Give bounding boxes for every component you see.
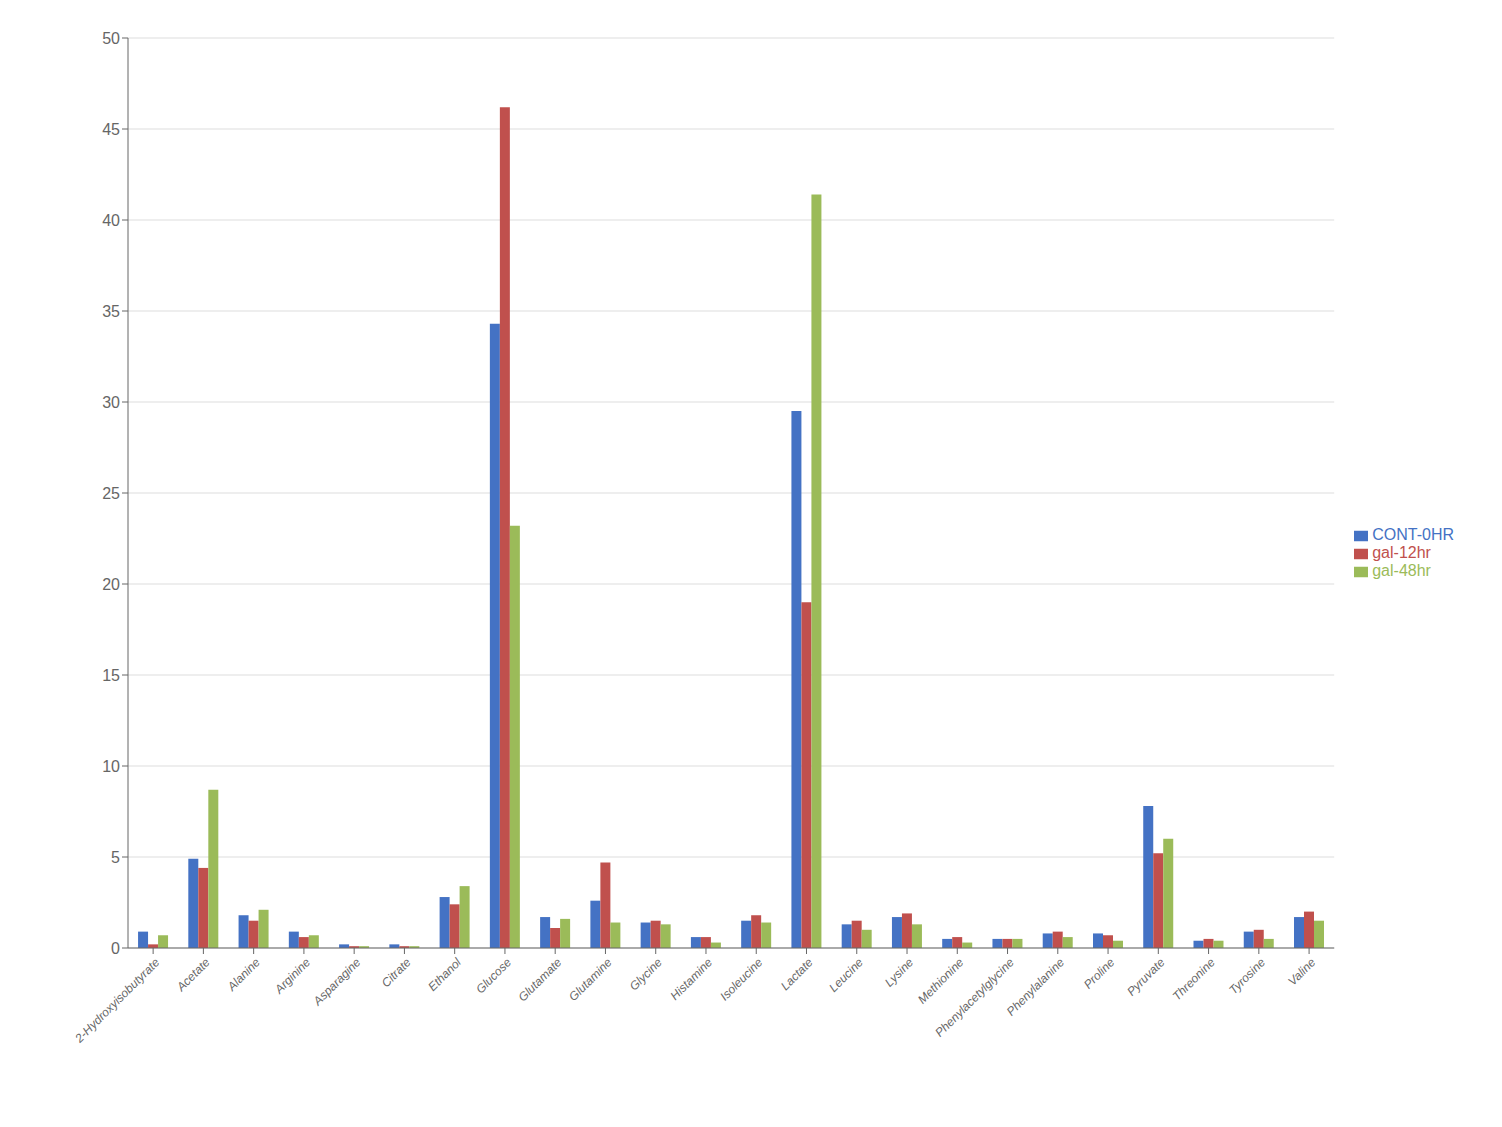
html-text:gal-12hr: gal-12hr [1372,544,1431,561]
svg-text:Citrate: Citrate [379,955,414,990]
svg-text:Asparagine: Asparagine [310,955,364,1009]
svg-text:2-Hydroxyisobutyrate: 2-Hydroxyisobutyrate [72,955,163,1046]
svg-text:35: 35 [102,303,120,320]
svg-text:Alanine: Alanine [224,955,263,994]
svg-text:Phenylacetylglycine: Phenylacetylglycine [932,955,1017,1040]
svg-text:30: 30 [102,394,120,411]
svg-text:45: 45 [102,121,120,138]
svg-text:10: 10 [102,758,120,775]
svg-text:Glucose: Glucose [473,955,514,996]
svg-text:5: 5 [111,849,120,866]
svg-text:Pyruvate: Pyruvate [1124,955,1168,999]
html-text:gal-48hr: gal-48hr [1372,562,1431,579]
svg-text:Tyrosine: Tyrosine [1226,955,1268,997]
svg-text:Acetate: Acetate [173,955,213,995]
svg-text:15: 15 [102,667,120,684]
svg-text:Glycine: Glycine [627,955,665,993]
svg-text:Arginine: Arginine [271,955,313,997]
svg-text:Valine: Valine [1285,955,1318,988]
svg-text:Leucine: Leucine [826,955,866,995]
svg-text:40: 40 [102,212,120,229]
svg-text:Methionine: Methionine [915,955,967,1007]
svg-text:Glutamate: Glutamate [515,955,564,1004]
svg-text:Phenylalanine: Phenylalanine [1004,955,1067,1018]
svg-text:Glutamine: Glutamine [566,955,615,1004]
html-text:CONT-0HR: CONT-0HR [1372,526,1454,543]
svg-text:Isoleucine: Isoleucine [717,955,765,1003]
svg-text:0: 0 [111,940,120,957]
svg-text:Ethanol: Ethanol [425,955,464,994]
svg-text:50: 50 [102,30,120,47]
svg-text:Histamine: Histamine [668,955,716,1003]
svg-text:Proline: Proline [1081,955,1118,992]
svg-text:Lactate: Lactate [778,955,816,993]
svg-text:Lysine: Lysine [882,955,917,990]
svg-text:Threonine: Threonine [1170,955,1218,1003]
svg-text:25: 25 [102,485,120,502]
svg-text:20: 20 [102,576,120,593]
